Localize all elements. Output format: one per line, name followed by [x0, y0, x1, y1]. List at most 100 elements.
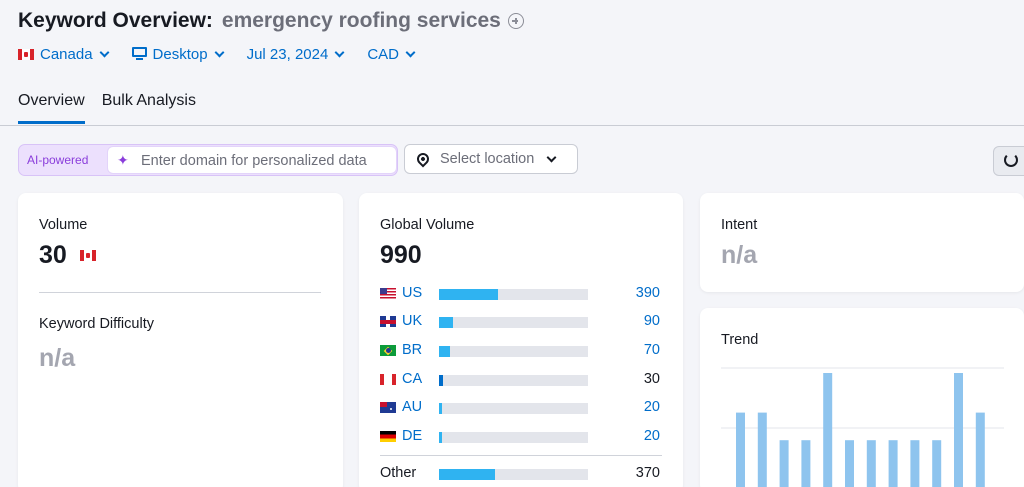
intent-label: Intent: [721, 217, 758, 233]
location-pin-icon: [414, 150, 432, 168]
ca-flag-icon: [380, 374, 396, 385]
device-label: Desktop: [152, 45, 208, 63]
country-label: Canada: [40, 45, 93, 63]
country-volume[interactable]: 20: [643, 428, 660, 444]
volume-value: 30: [39, 241, 67, 269]
tab-overview[interactable]: Overview: [18, 92, 85, 124]
trend-bar[interactable]: [888, 440, 898, 487]
currency-dropdown[interactable]: CAD: [367, 45, 416, 63]
country-volume: 30: [643, 371, 660, 387]
trend-bar[interactable]: [801, 440, 811, 487]
device-dropdown[interactable]: Desktop: [131, 45, 225, 63]
other-volume: 370: [635, 465, 660, 481]
domain-input[interactable]: ✦ Enter domain for personalized data: [107, 146, 397, 174]
refresh-button[interactable]: [993, 146, 1024, 176]
country-code[interactable]: AU: [402, 399, 423, 415]
canada-flag-icon: [18, 48, 34, 60]
trend-bar[interactable]: [954, 373, 963, 487]
chevron-down-icon: [334, 47, 345, 57]
chevron-down-icon: [99, 47, 109, 57]
currency-label: CAD: [367, 45, 399, 63]
trend-bar[interactable]: [975, 412, 985, 487]
ai-domain-bar: AI-powered ✦ Enter domain for personaliz…: [18, 144, 398, 176]
volume-bar-fill: [439, 289, 498, 300]
ai-powered-badge: AI-powered: [27, 153, 89, 167]
uk-flag-icon: [380, 316, 396, 327]
volume-bar-track: [439, 289, 588, 300]
trend-bar[interactable]: [845, 440, 854, 487]
country-code[interactable]: BR: [402, 342, 423, 358]
au-flag-icon: [380, 402, 396, 413]
trend-bar[interactable]: [757, 412, 767, 487]
tab-bar: Overview Bulk Analysis: [18, 92, 213, 124]
filter-bar: Canada Desktop Jul 23, 2024 CAD: [18, 43, 438, 65]
country-code[interactable]: DE: [402, 428, 423, 444]
desktop-icon: [131, 47, 147, 61]
trend-label: Trend: [721, 332, 759, 348]
global-volume-card: Global Volume 990 US 390 UK 90 BR 70 CA …: [359, 193, 683, 487]
volume-bar-track: [439, 469, 588, 480]
us-flag-icon: [380, 288, 396, 299]
volume-bar-track: [439, 346, 588, 357]
country-row: BR 70: [380, 341, 670, 361]
chevron-down-icon: [546, 152, 557, 162]
domain-input-placeholder: Enter domain for personalized data: [141, 153, 367, 169]
card-divider: [39, 292, 321, 293]
volume-card: Volume 30 Keyword Difficulty n/a: [18, 193, 343, 487]
trend-bar[interactable]: [779, 440, 789, 487]
page-title: Keyword Overview:: [18, 9, 213, 32]
trend-bar[interactable]: [736, 412, 745, 487]
volume-bar-fill: [439, 403, 442, 414]
country-volume[interactable]: 20: [643, 399, 660, 415]
volume-bar-fill: [439, 432, 442, 443]
keyword-title: emergency roofing services: [221, 9, 501, 32]
keyword-difficulty-value: n/a: [39, 344, 76, 372]
title-row: Keyword Overview: emergency roofing serv…: [18, 7, 524, 35]
volume-bar-fill: [439, 375, 443, 386]
volume-bar-fill: [439, 469, 495, 480]
volume-bar-fill: [439, 346, 450, 357]
chevron-down-icon: [405, 47, 416, 57]
country-row: DE 20: [380, 427, 670, 447]
country-code[interactable]: UK: [402, 313, 423, 329]
volume-bar-track: [439, 375, 588, 386]
other-row: Other 370: [380, 464, 670, 484]
date-dropdown[interactable]: Jul 23, 2024: [246, 45, 345, 63]
trend-bar[interactable]: [866, 440, 876, 487]
country-volume[interactable]: 90: [643, 313, 660, 329]
country-code[interactable]: CA: [402, 371, 423, 387]
trend-bar[interactable]: [910, 440, 920, 487]
other-label: Other: [380, 465, 417, 481]
trend-bar[interactable]: [932, 440, 942, 487]
br-flag-icon: [380, 345, 396, 356]
sparkle-icon: ✦: [117, 152, 129, 168]
add-to-list-icon[interactable]: [507, 13, 524, 29]
trend-card: Trend: [700, 308, 1024, 487]
country-dropdown[interactable]: Canada: [18, 45, 109, 63]
refresh-icon: [1004, 153, 1018, 167]
country-row: AU 20: [380, 398, 670, 418]
country-volume[interactable]: 390: [635, 285, 660, 301]
intent-value: n/a: [721, 241, 758, 269]
page-header: Keyword Overview: emergency roofing serv…: [0, 0, 1024, 126]
country-code[interactable]: US: [402, 285, 423, 301]
volume-bar-track: [439, 403, 588, 414]
canada-flag-icon: [80, 250, 96, 261]
location-select[interactable]: Select location: [404, 144, 578, 174]
date-label: Jul 23, 2024: [246, 45, 329, 63]
trend-chart: [721, 367, 1004, 487]
country-row: CA 30: [380, 370, 670, 390]
de-flag-icon: [380, 431, 396, 442]
country-row: UK 90: [380, 312, 670, 332]
volume-bar-fill: [439, 317, 453, 328]
card-divider: [380, 455, 662, 456]
tab-bulk-analysis[interactable]: Bulk Analysis: [101, 92, 196, 109]
country-row: US 390: [380, 284, 670, 304]
global-volume-label: Global Volume: [380, 217, 475, 233]
location-placeholder: Select location: [440, 151, 535, 167]
country-volume[interactable]: 70: [643, 342, 660, 358]
trend-bar[interactable]: [823, 373, 833, 487]
keyword-difficulty-label: Keyword Difficulty: [39, 316, 154, 332]
volume-bar-track: [439, 432, 588, 443]
intent-card: Intent n/a: [700, 193, 1024, 292]
